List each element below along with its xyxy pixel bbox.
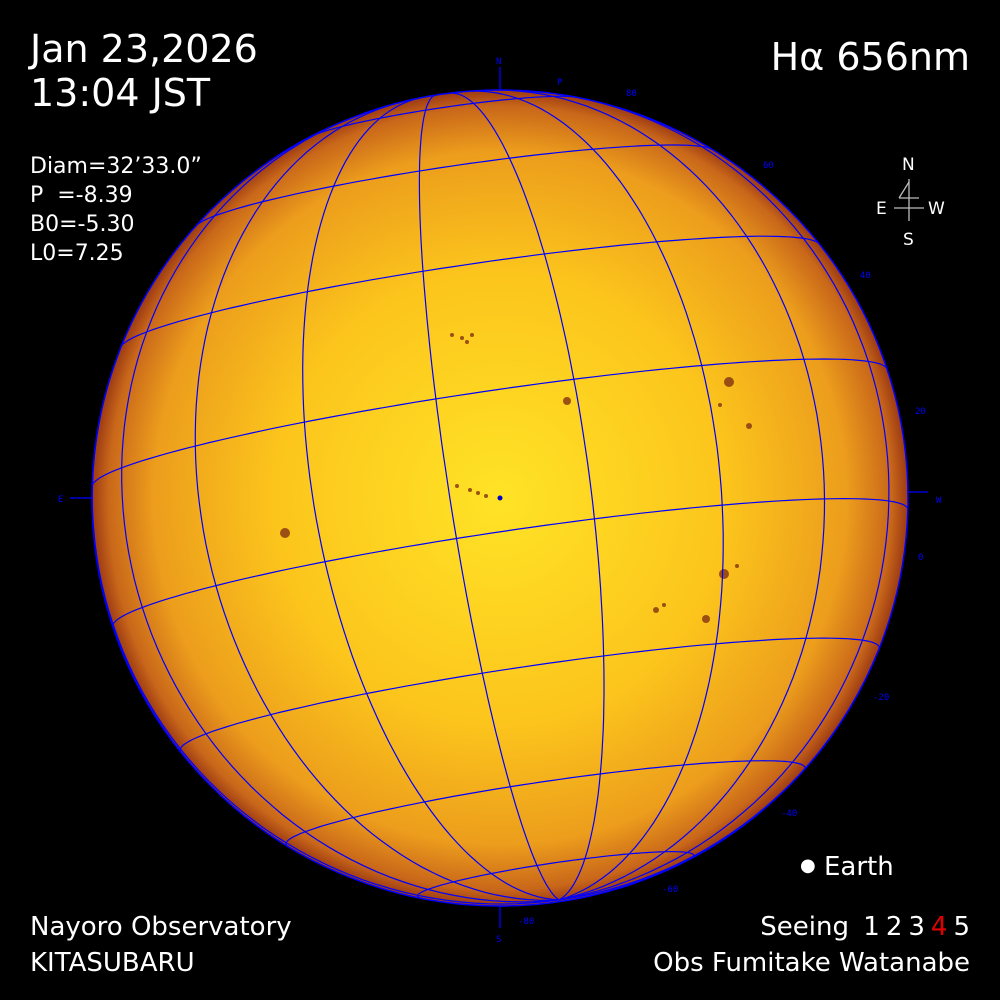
latitude-line: [196, 144, 712, 226]
latitude-line: [417, 850, 695, 900]
seeing-level-5: 5: [953, 912, 970, 942]
sunspot: [735, 564, 739, 568]
observation-time: 13:04 JST: [30, 71, 211, 115]
sunspot: [718, 403, 722, 407]
wavelength-label: Hα 656nm: [770, 35, 970, 79]
seeing-level-2: 2: [885, 912, 903, 942]
west-label: W: [936, 496, 942, 506]
earth-label: Earth: [823, 852, 894, 882]
sunspot: [460, 336, 464, 340]
sunspot: [662, 603, 666, 607]
sunspot: [450, 333, 454, 337]
seeing-label: Seeing: [760, 912, 849, 942]
latitude-label: -20: [873, 693, 889, 703]
latitude-label: 80: [626, 89, 637, 99]
latitude-line: [310, 95, 577, 137]
sunspot: [455, 484, 459, 488]
sunspot: [724, 377, 734, 387]
observatory-name: Nayoro Observatory: [30, 912, 292, 942]
longitude-line: [471, 90, 724, 901]
param-b0: B0=-5.30: [30, 212, 135, 237]
pole-label: P: [557, 78, 563, 88]
longitude-line: [302, 97, 560, 901]
longitude-line: [496, 89, 826, 901]
telescope-name: KITASUBARU: [30, 948, 195, 978]
latitude-line: [112, 497, 909, 627]
latitude-label: -60: [662, 885, 678, 895]
latitude-label: 0: [918, 553, 923, 563]
south-label: S: [496, 935, 501, 945]
param-l0: L0=7.25: [30, 241, 124, 266]
longitude-line: [559, 94, 890, 901]
latitude-label: -80: [518, 917, 534, 927]
compass-s: S: [903, 230, 914, 250]
sunspot: [702, 615, 710, 623]
sunspot: [746, 423, 752, 429]
observer-name: Obs Fumitake Watanabe: [653, 948, 970, 978]
sunspot: [465, 340, 469, 344]
sunspot: [468, 488, 472, 492]
seeing-level-3: 3: [908, 912, 925, 942]
earth-dot-icon: ●: [800, 855, 816, 876]
sunspot: [653, 607, 659, 613]
observation-date: Jan 23,2026: [30, 27, 258, 71]
latitude-label: 60: [763, 161, 774, 171]
sunspot: [719, 569, 729, 579]
longitude-line: [418, 94, 560, 901]
param-diameter: Diam=32’33.0”: [30, 154, 202, 179]
compass-cross-icon: [894, 179, 924, 221]
seeing-level-1: 1: [863, 912, 880, 942]
latitude-line: [120, 235, 820, 347]
sunspot: [280, 528, 290, 538]
longitude-line: [194, 101, 560, 901]
north-label: N: [496, 57, 501, 67]
compass-w: W: [928, 199, 945, 219]
latitude-line: [91, 358, 888, 486]
sunspot: [476, 491, 480, 495]
latitude-label: 20: [915, 407, 926, 417]
longitude-line: [121, 117, 560, 903]
east-label: E: [58, 495, 63, 505]
heliographic-grid: [91, 89, 909, 905]
latitude-line: [179, 637, 880, 752]
earth-legend: ● Earth: [800, 854, 894, 880]
latitude-line: [285, 760, 806, 847]
param-p: P =-8.39: [30, 183, 133, 208]
sunspot: [470, 333, 474, 337]
seeing-level-4: 4: [930, 912, 948, 942]
latitude-label: 40: [860, 271, 871, 281]
sunspot: [484, 494, 488, 498]
compass-n: N: [902, 155, 915, 175]
sunspot: [563, 397, 571, 405]
disk-center-dot: [497, 495, 503, 501]
sunspots: [280, 333, 752, 623]
latitude-label: -40: [781, 809, 797, 819]
compass-rose: N E W S: [872, 155, 952, 250]
compass-e: E: [876, 199, 887, 219]
longitude-line: [450, 92, 605, 901]
